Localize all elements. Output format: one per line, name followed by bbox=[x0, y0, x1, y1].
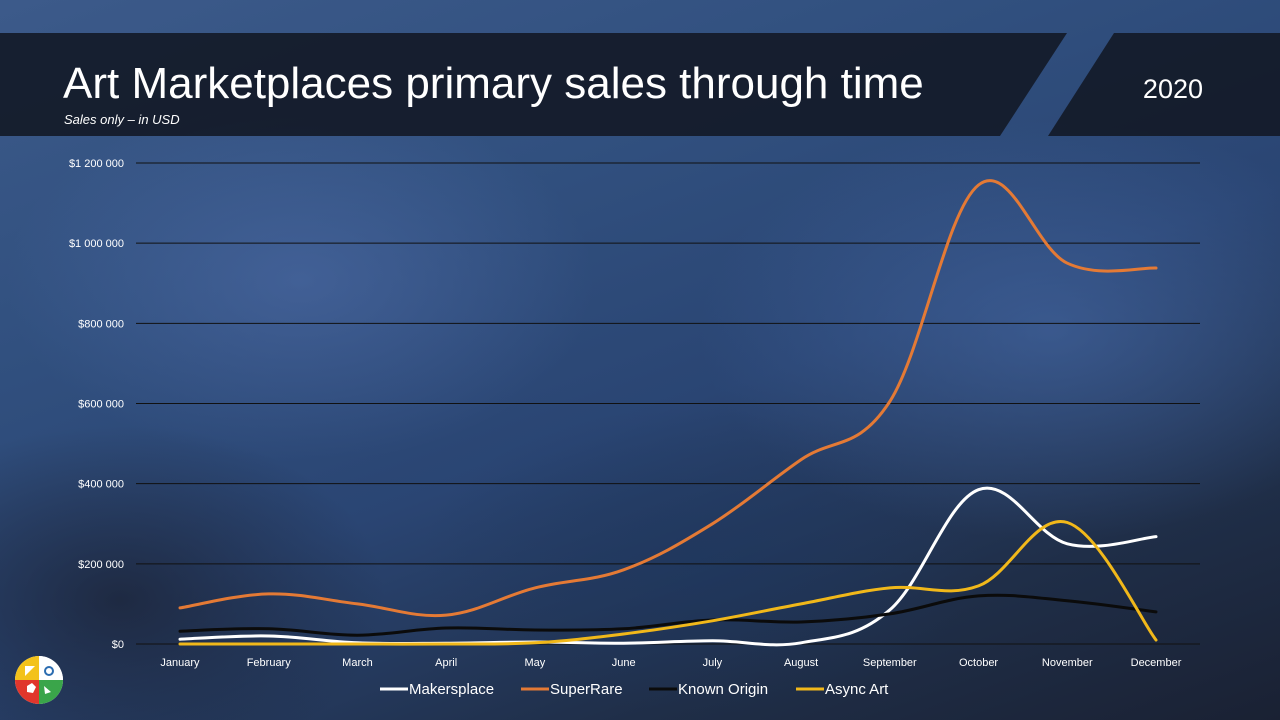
data-point-async-art-november bbox=[1066, 521, 1069, 524]
data-point-superrare-june bbox=[622, 568, 625, 571]
y-tick-label: $1 000 000 bbox=[69, 238, 124, 250]
x-tick-label-december: December bbox=[1131, 657, 1182, 669]
legend-item-async-art: Async Art bbox=[796, 681, 889, 698]
data-point-superrare-january bbox=[179, 606, 182, 609]
x-tick-label-january: January bbox=[160, 657, 200, 669]
data-point-async-art-june bbox=[622, 632, 625, 635]
series-line-known-origin bbox=[178, 593, 1158, 637]
data-point-superrare-april bbox=[445, 614, 448, 617]
page-title: Art Marketplaces primary sales through t… bbox=[63, 59, 924, 108]
data-point-async-art-february bbox=[267, 643, 270, 646]
series-layer bbox=[178, 179, 1158, 647]
y-tick-label: $400 000 bbox=[78, 479, 124, 491]
data-point-superrare-march bbox=[356, 602, 359, 605]
data-point-async-art-january bbox=[179, 643, 182, 646]
data-point-makersplace-november bbox=[1066, 542, 1069, 545]
legend-label: Async Art bbox=[825, 681, 889, 698]
x-axis-ticks: January February March April May June July Augu… bbox=[160, 657, 1181, 669]
y-tick-label: $200 000 bbox=[78, 559, 124, 571]
grid-layer bbox=[136, 162, 1200, 645]
chart-legend: Makersplace SuperRare Known Origin Async Ar… bbox=[380, 681, 889, 698]
data-point-makersplace-february bbox=[267, 634, 270, 637]
data-point-superrare-october bbox=[977, 184, 980, 187]
data-point-async-art-july bbox=[711, 619, 714, 622]
data-point-superrare-february bbox=[267, 592, 270, 595]
legend-item-known-origin: Known Origin bbox=[649, 681, 768, 698]
series-superrare bbox=[178, 179, 1158, 618]
series-line-makersplace bbox=[178, 486, 1158, 647]
x-tick-label-september: September bbox=[863, 657, 917, 669]
data-point-makersplace-june bbox=[622, 642, 625, 645]
data-point-known-origin-september bbox=[888, 612, 891, 615]
data-point-makersplace-july bbox=[711, 639, 714, 642]
series-known-origin bbox=[178, 593, 1158, 637]
series-async-art bbox=[178, 519, 1158, 646]
data-point-async-art-december bbox=[1155, 638, 1158, 641]
series-line-superrare bbox=[178, 179, 1158, 618]
data-point-superrare-november bbox=[1066, 262, 1069, 265]
data-point-superrare-july bbox=[711, 522, 714, 525]
series-makersplace bbox=[178, 486, 1158, 647]
data-point-makersplace-september bbox=[888, 608, 891, 611]
series-line-async-art bbox=[178, 519, 1158, 646]
legend-label: SuperRare bbox=[550, 681, 623, 698]
data-point-known-origin-march bbox=[356, 634, 359, 637]
data-point-async-art-september bbox=[888, 586, 891, 589]
legend-label: Known Origin bbox=[678, 681, 768, 698]
data-point-known-origin-august bbox=[800, 620, 803, 623]
x-tick-label-may: May bbox=[525, 657, 546, 669]
data-point-async-art-october bbox=[977, 584, 980, 587]
x-tick-label-august: August bbox=[784, 657, 818, 669]
x-tick-label-november: November bbox=[1042, 657, 1093, 669]
y-tick-label: $0 bbox=[112, 639, 124, 651]
data-point-known-origin-april bbox=[445, 626, 448, 629]
x-tick-label-april: April bbox=[435, 657, 457, 669]
y-axis-ticks: $0 $200 000 $400 000 $600 000 $800 000 $1 000… bbox=[69, 158, 124, 651]
x-tick-label-february: February bbox=[247, 657, 292, 669]
data-point-async-art-may bbox=[533, 641, 536, 644]
data-point-async-art-april bbox=[445, 643, 448, 646]
data-point-known-origin-december bbox=[1155, 610, 1158, 613]
data-point-known-origin-june bbox=[622, 627, 625, 630]
x-tick-label-october: October bbox=[959, 657, 998, 669]
data-point-makersplace-august bbox=[800, 641, 803, 644]
year-label: 2020 bbox=[1143, 74, 1203, 104]
data-point-superrare-december bbox=[1155, 267, 1158, 270]
data-point-makersplace-january bbox=[179, 638, 182, 641]
data-point-known-origin-may bbox=[533, 628, 536, 631]
header-banner bbox=[0, 33, 1280, 136]
legend-item-superrare: SuperRare bbox=[521, 681, 623, 698]
data-point-makersplace-october bbox=[977, 488, 980, 491]
y-tick-label: $1 200 000 bbox=[69, 158, 124, 170]
data-point-async-art-august bbox=[800, 602, 803, 605]
data-point-superrare-may bbox=[533, 586, 536, 589]
legend-label: Makersplace bbox=[409, 681, 494, 698]
line-chart: $0 $200 000 $400 000 $600 000 $800 000 $1 000… bbox=[69, 158, 1200, 698]
data-point-known-origin-january bbox=[179, 630, 182, 633]
x-tick-label-july: July bbox=[703, 657, 723, 669]
data-point-superrare-august bbox=[800, 458, 803, 461]
y-tick-label: $800 000 bbox=[78, 318, 124, 330]
data-point-known-origin-february bbox=[267, 627, 270, 630]
y-tick-label: $600 000 bbox=[78, 399, 124, 411]
data-point-superrare-september bbox=[888, 400, 891, 403]
data-point-known-origin-october bbox=[977, 594, 980, 597]
data-point-async-art-march bbox=[356, 643, 359, 646]
x-tick-label-june: June bbox=[612, 657, 636, 669]
brand-logo bbox=[15, 656, 63, 704]
legend-item-makersplace: Makersplace bbox=[380, 681, 494, 698]
x-tick-label-march: March bbox=[342, 657, 373, 669]
data-point-known-origin-november bbox=[1066, 599, 1069, 602]
data-point-makersplace-december bbox=[1155, 535, 1158, 538]
page-subtitle: Sales only – in USD bbox=[64, 112, 180, 127]
